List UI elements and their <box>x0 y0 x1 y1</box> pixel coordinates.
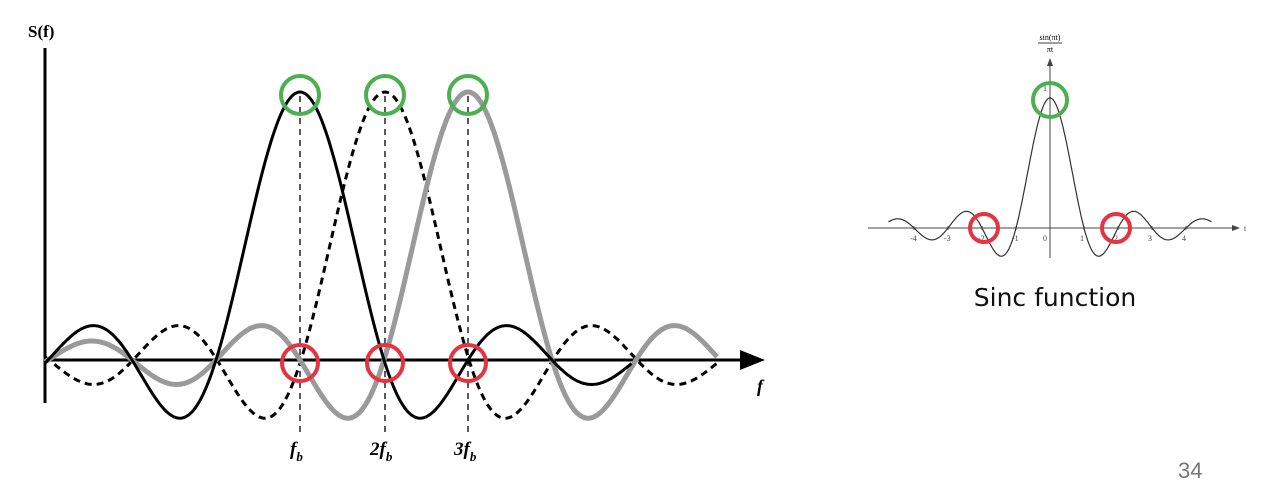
sinc-tick-label: 2 <box>1114 234 1118 243</box>
peak-marker-1 <box>279 74 321 116</box>
sinc-curve <box>888 97 1212 257</box>
peak-marker-2 <box>364 74 406 116</box>
sinc-tick-label: -2 <box>978 234 985 243</box>
sinc-y-label-denominator: πt <box>1047 45 1054 54</box>
peak-markers <box>279 74 489 116</box>
sinc-y-arrow <box>1047 58 1053 66</box>
peak-marker-3 <box>447 74 489 116</box>
subcarrier-1-curve <box>43 90 633 420</box>
main-spectrum-plot: S(f) f fb 2fb 3fb <box>28 22 765 464</box>
zero-crossing-markers <box>280 343 488 383</box>
frequency-guides <box>299 96 469 433</box>
subcarrier-3-curve <box>43 89 719 421</box>
x-axis-arrowhead <box>740 350 765 370</box>
tick-label-2fb: 2fb <box>369 439 393 464</box>
sinc-tick-label: -1 <box>1012 234 1019 243</box>
sinc-x-axis-label: t <box>1244 224 1247 233</box>
sinc-zero-marker-right <box>1100 212 1132 244</box>
y-axis-label: S(f) <box>28 22 54 41</box>
sinc-tick-label: -4 <box>910 234 917 243</box>
x-axis-label: f <box>757 376 765 396</box>
sinc-peak-marker <box>1031 81 1069 119</box>
subcarrier-2-curve <box>44 90 718 420</box>
zero-marker-1 <box>280 343 320 383</box>
sinc-peak-label: 1 <box>1043 84 1047 93</box>
sinc-tick-label: 1 <box>1080 234 1084 243</box>
sinc-tick-label: -3 <box>944 234 951 243</box>
sinc-tick-label: 3 <box>1148 234 1152 243</box>
sinc-tick-label: 4 <box>1182 234 1186 243</box>
page-number: 34 <box>1178 458 1203 483</box>
sinc-x-arrow <box>1232 225 1240 231</box>
sinc-zero-marker-left <box>968 212 1000 244</box>
sinc-markers <box>968 81 1132 244</box>
zero-marker-3 <box>448 343 488 383</box>
tick-label-fb: fb <box>290 439 303 464</box>
zero-marker-2 <box>365 343 405 383</box>
sinc-y-label-numerator: sin(πt) <box>1040 33 1061 42</box>
tick-label-3fb: 3fb <box>453 439 477 464</box>
figure-caption: Sinc function <box>973 283 1137 312</box>
sinc-function-plot: sin(πt) πt t -4 -3 -2 -1 0 1 2 3 4 1 <box>868 33 1247 258</box>
sinc-tick-label: 0 <box>1043 234 1047 243</box>
sinc-tick-labels: -4 -3 -2 -1 0 1 2 3 4 <box>910 226 1187 243</box>
